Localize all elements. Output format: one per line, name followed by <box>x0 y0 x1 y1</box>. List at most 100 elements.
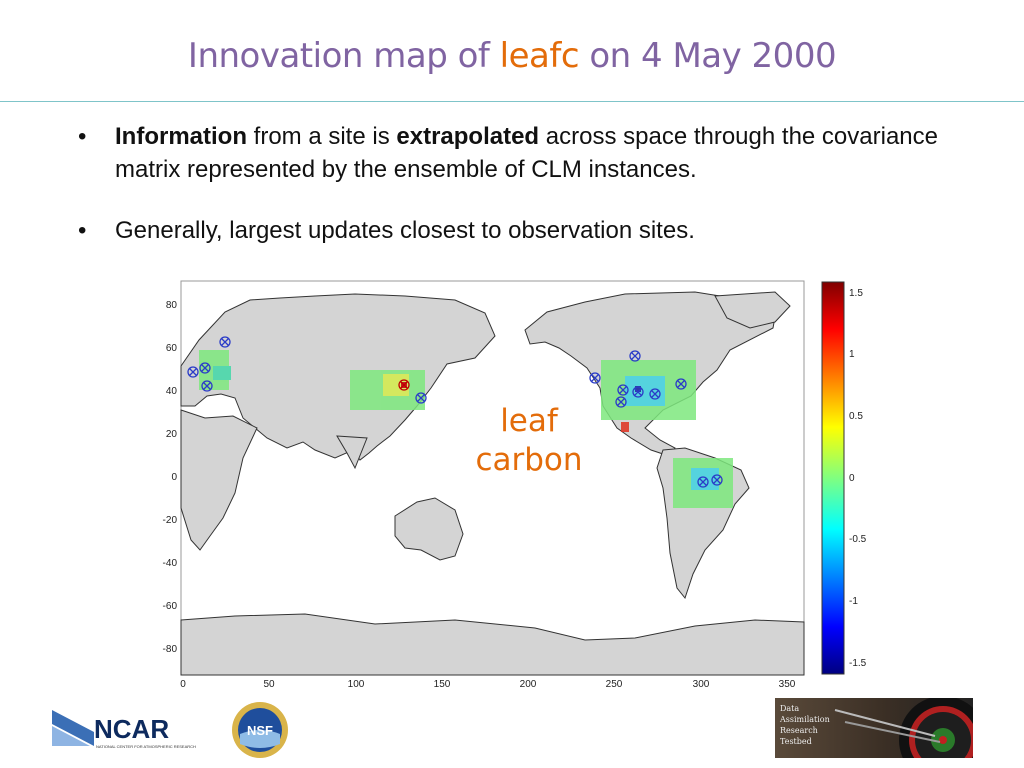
bold-term: Information <box>115 123 247 150</box>
site-marker-cross <box>221 338 229 346</box>
site-marker-cross <box>591 374 599 382</box>
site-marker-cross <box>201 364 209 372</box>
nsf-wordmark: NSF <box>247 723 273 738</box>
site-marker <box>615 396 627 408</box>
dartboard-bullseye <box>939 736 947 744</box>
map-annotation: leaf carbon <box>470 402 588 480</box>
india <box>336 435 368 470</box>
nsf-globe-band <box>240 730 280 748</box>
y-tick-label: 40 <box>166 386 178 397</box>
x-tick-label: 0 <box>180 679 186 690</box>
colorbar-tick-label: 1.5 <box>849 288 863 299</box>
bullet-text: across space through the covariance matr… <box>115 123 938 183</box>
colorbar-tick-label: 0 <box>849 473 855 484</box>
observation-sites <box>187 336 723 488</box>
colorbar-tick-label: 1 <box>849 349 855 360</box>
site-marker <box>398 379 410 391</box>
x-axis-labels: 0 50 100 150 200 250 300 350 <box>180 679 796 690</box>
colorbar-tick-label: -1 <box>849 596 858 607</box>
patch-europe-core <box>213 366 231 380</box>
ncar-wordmark: NCAR <box>94 714 169 744</box>
land-masses <box>180 291 805 676</box>
site-marker <box>219 336 231 348</box>
dart-text-line: Testbed <box>780 737 812 746</box>
x-tick-label: 200 <box>520 679 537 690</box>
bullet-marker: • <box>78 217 87 244</box>
y-tick-label: -80 <box>163 644 178 655</box>
dart-text-line: Assimilation <box>780 715 830 724</box>
site-marker-cross <box>631 352 639 360</box>
bullet-item-2: • Generally, largest updates closest to o… <box>78 214 978 247</box>
site-marker-cross <box>713 476 721 484</box>
title-variable: leafc <box>499 36 580 76</box>
greenland <box>714 291 791 329</box>
colorbar-tick-label: -1.5 <box>849 658 867 669</box>
site-marker-cross <box>651 390 659 398</box>
bold-term: extrapolated <box>396 123 540 150</box>
site-marker <box>697 476 709 488</box>
colorbar-tick-label: 0.5 <box>849 411 863 422</box>
y-tick-label: -40 <box>163 558 178 569</box>
title-date: on 4 May 2000 <box>579 36 837 76</box>
dartboard-icon <box>834 698 973 758</box>
ncar-logo: NCAR NATIONAL CENTER FOR ATMOSPHERIC RES… <box>52 710 196 749</box>
colorbar-gradient <box>821 281 845 675</box>
ncar-subtitle: NATIONAL CENTER FOR ATMOSPHERIC RESEARCH <box>96 744 196 749</box>
dart-text-line: Research <box>780 726 818 735</box>
patch-east-asia-core <box>383 374 409 396</box>
patch-extreme-blue <box>635 386 641 392</box>
x-tick-label: 50 <box>263 679 275 690</box>
site-marker-cross <box>417 394 425 402</box>
dart-text: Data Assimilation Research Testbed <box>780 703 830 747</box>
annotation-line: carbon <box>475 442 583 478</box>
site-marker <box>589 372 601 384</box>
innovation-patches <box>199 350 733 508</box>
title-divider <box>0 101 1024 102</box>
site-marker-cross <box>617 398 625 406</box>
site-marker <box>617 384 629 396</box>
x-tick-label: 350 <box>779 679 796 690</box>
nsf-logo: NSF <box>232 702 288 758</box>
bullet-list: • Information from a site is extrapolated… <box>78 120 978 275</box>
site-marker <box>649 388 661 400</box>
ncar-swoosh-light-icon <box>52 726 90 746</box>
africa <box>180 409 258 551</box>
y-tick-label: 20 <box>166 429 178 440</box>
site-marker-cross <box>619 386 627 394</box>
dart-shaft-icon <box>834 709 936 737</box>
y-tick-label: -60 <box>163 601 178 612</box>
bullet-text: from a site is <box>247 123 397 150</box>
eurasia <box>180 293 496 461</box>
site-marker <box>632 386 644 398</box>
dart-text-line: Data <box>780 704 800 713</box>
slide-title: Innovation map of leafc on 4 May 2000 <box>0 36 1024 76</box>
site-marker-cross <box>699 478 707 486</box>
site-marker <box>629 350 641 362</box>
y-tick-label: 80 <box>166 300 178 311</box>
site-marker <box>415 392 427 404</box>
colorbar-labels: 1.5 1 0.5 0 -0.5 -1 -1.5 <box>849 288 867 669</box>
patch-extreme-orange <box>621 422 629 432</box>
site-marker <box>199 362 211 374</box>
site-marker <box>711 474 723 486</box>
site-marker-cross <box>203 382 211 390</box>
site-marker-cross <box>634 388 642 396</box>
site-marker-cross <box>400 381 408 389</box>
title-text: Innovation map of <box>187 36 500 76</box>
annotation-line: leaf <box>500 403 558 439</box>
x-tick-label: 150 <box>434 679 451 690</box>
bullet-text: Generally, largest updates closest to ob… <box>115 217 695 244</box>
y-tick-label: 60 <box>166 343 178 354</box>
dart-shaft-icon <box>844 721 941 743</box>
australia <box>394 497 464 561</box>
x-tick-label: 300 <box>693 679 710 690</box>
innovation-map: 80 60 40 20 0 -20 -40 -60 -80 0 50 100 1… <box>163 280 805 690</box>
y-tick-label: 0 <box>171 472 177 483</box>
y-axis-labels: 80 60 40 20 0 -20 -40 -60 -80 <box>163 300 178 655</box>
colorbar-tick-label: -0.5 <box>849 534 867 545</box>
antarctica <box>180 613 805 676</box>
colorbar: 1.5 1 0.5 0 -0.5 -1 -1.5 <box>821 281 867 675</box>
site-marker-cross <box>677 380 685 388</box>
site-marker <box>187 366 199 378</box>
dart-logo: Data Assimilation Research Testbed <box>775 698 973 758</box>
